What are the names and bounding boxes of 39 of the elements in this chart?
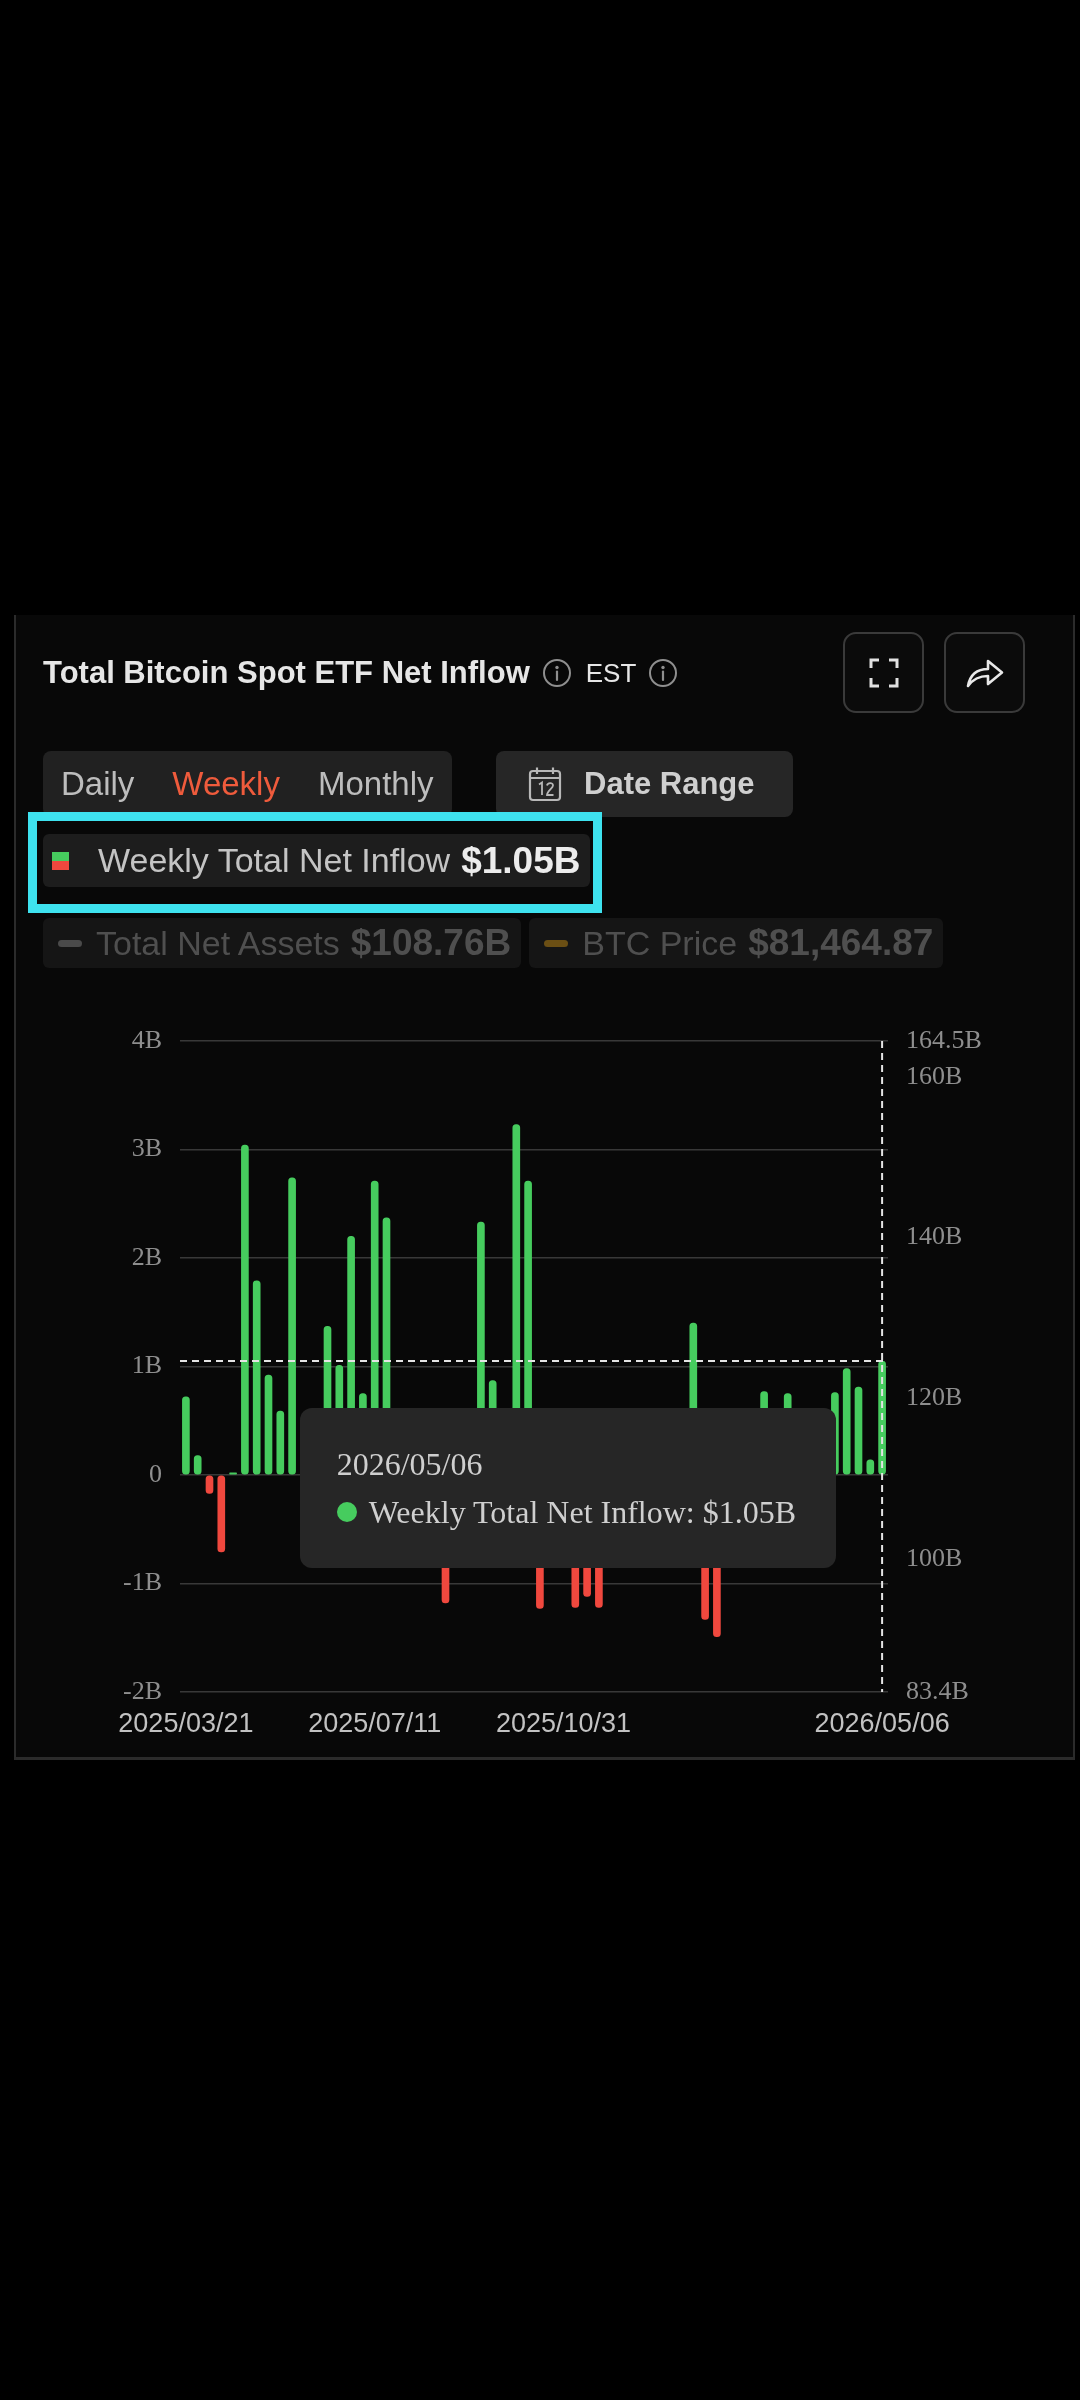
- text: Weekly: [172, 765, 280, 803]
- chart-subtitle: EST: [585, 657, 637, 689]
- annotation: 2026/05/06 Weekly Total Net Inflow: $1.05B: [336, 1445, 797, 1533]
- y-tick-label: -2B: [123, 1675, 162, 1705]
- legend-label: Weekly Total Net Inflow: [98, 841, 451, 880]
- y2-tick-label: 120B: [906, 1382, 963, 1412]
- chart-title: Total Bitcoin Spot ETF Net Inflow: [43, 655, 530, 691]
- x-tick-label: 2026/05/06: [814, 1707, 950, 1738]
- bar: [276, 1410, 285, 1475]
- text: $81,464.87: [748, 922, 934, 964]
- text: Daily: [61, 765, 135, 803]
- bar: [264, 1374, 273, 1475]
- text: $1.05B: [461, 839, 581, 882]
- bar: [217, 1475, 226, 1553]
- y2-tick-label: 140B: [906, 1221, 963, 1251]
- text: Date Range: [584, 766, 755, 802]
- x-tick-label: 2025/03/21: [118, 1707, 254, 1738]
- bar: [842, 1368, 851, 1475]
- y-tick-label: 0: [149, 1458, 162, 1488]
- text: BTC Price: [582, 923, 738, 963]
- bar: [241, 1144, 249, 1475]
- x-tick-label: 2025/07/11: [308, 1707, 442, 1738]
- text: $108.76B: [350, 922, 512, 964]
- y2-tick-label: 160B: [906, 1060, 963, 1090]
- y-tick-label: 4B: [131, 1024, 162, 1054]
- bar: [854, 1386, 863, 1475]
- y-tick-label: 3B: [131, 1133, 162, 1163]
- bar: [182, 1396, 190, 1475]
- bar: [288, 1177, 296, 1475]
- y2-tick-label: 164.5B: [906, 1024, 982, 1054]
- y-tick-label: -1B: [123, 1567, 162, 1597]
- text: Monthly: [317, 765, 434, 803]
- text: Total Net Assets: [96, 923, 340, 963]
- bar: [252, 1280, 261, 1475]
- x-tick-label: 2025/10/31: [495, 1707, 632, 1738]
- y-tick-label: 2B: [131, 1241, 162, 1271]
- y-tick-label: 1B: [131, 1350, 162, 1380]
- y2-tick-label: 100B: [906, 1542, 963, 1572]
- y2-tick-label: 83.4B: [906, 1675, 969, 1705]
